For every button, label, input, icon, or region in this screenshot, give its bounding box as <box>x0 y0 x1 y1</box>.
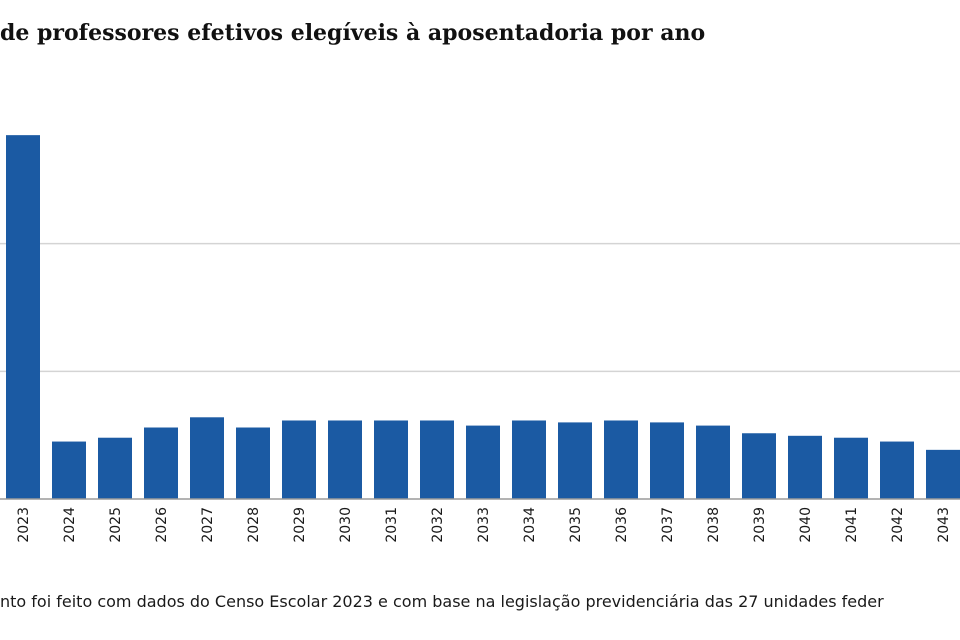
x-tick-label: 2033 <box>476 507 492 543</box>
bar-2025 <box>98 437 132 499</box>
bar-2026 <box>144 427 178 499</box>
x-tick-label: 2025 <box>108 507 124 543</box>
bar-2039 <box>742 433 776 499</box>
x-tick-label: 2037 <box>660 507 676 543</box>
x-tick-label: 2028 <box>246 507 262 543</box>
x-tick-label: 2039 <box>752 507 768 543</box>
x-tick-label: 2040 <box>798 507 814 543</box>
x-tick-label: 2042 <box>890 507 906 543</box>
bar-2043 <box>926 449 960 499</box>
x-tick-label: 2030 <box>338 507 354 543</box>
chart-title: de professores efetivos elegíveis à apos… <box>0 20 706 46</box>
bar-2031 <box>374 420 408 499</box>
bar-2029 <box>282 420 316 499</box>
x-tick-label: 2038 <box>706 507 722 543</box>
x-tick-label: 2027 <box>200 507 216 543</box>
x-tick-label: 2032 <box>430 507 446 543</box>
x-tick-label: 2036 <box>614 507 630 543</box>
bar-2041 <box>834 437 868 499</box>
bar-2035 <box>558 422 592 499</box>
x-tick-label: 2029 <box>292 507 308 543</box>
bar-2023 <box>6 135 40 499</box>
x-tick-label: 2043 <box>936 507 952 543</box>
bar-2030 <box>328 420 362 499</box>
bar-2040 <box>788 435 822 499</box>
bar-2042 <box>880 441 914 499</box>
bar-2024 <box>52 441 86 499</box>
bar-2038 <box>696 425 730 499</box>
bar-2034 <box>512 420 546 499</box>
bars <box>6 135 960 499</box>
x-tick-label: 2023 <box>16 507 32 543</box>
bar-chart: 2023 2024 2025 2026 2027 2028 2029 2030 2031 2032… <box>0 135 960 543</box>
bar-2027 <box>190 417 224 499</box>
bar-2033 <box>466 425 500 499</box>
bar-2037 <box>650 422 684 499</box>
bar-2028 <box>236 427 270 499</box>
x-tick-label: 2024 <box>62 507 78 543</box>
gridlines <box>0 242 960 373</box>
source-note: nto foi feito com dados do Censo Escolar… <box>0 592 884 611</box>
x-tick-label: 2035 <box>568 507 584 543</box>
bar-2032 <box>420 420 454 499</box>
x-tick-label: 2034 <box>522 507 538 543</box>
x-tick-label: 2041 <box>844 507 860 543</box>
bar-2036 <box>604 420 638 499</box>
x-tick-label: 2031 <box>384 507 400 543</box>
x-tick-label: 2026 <box>154 507 170 543</box>
x-tick-labels: 2023 2024 2025 2026 2027 2028 2029 2030 2031 2032… <box>16 507 952 543</box>
